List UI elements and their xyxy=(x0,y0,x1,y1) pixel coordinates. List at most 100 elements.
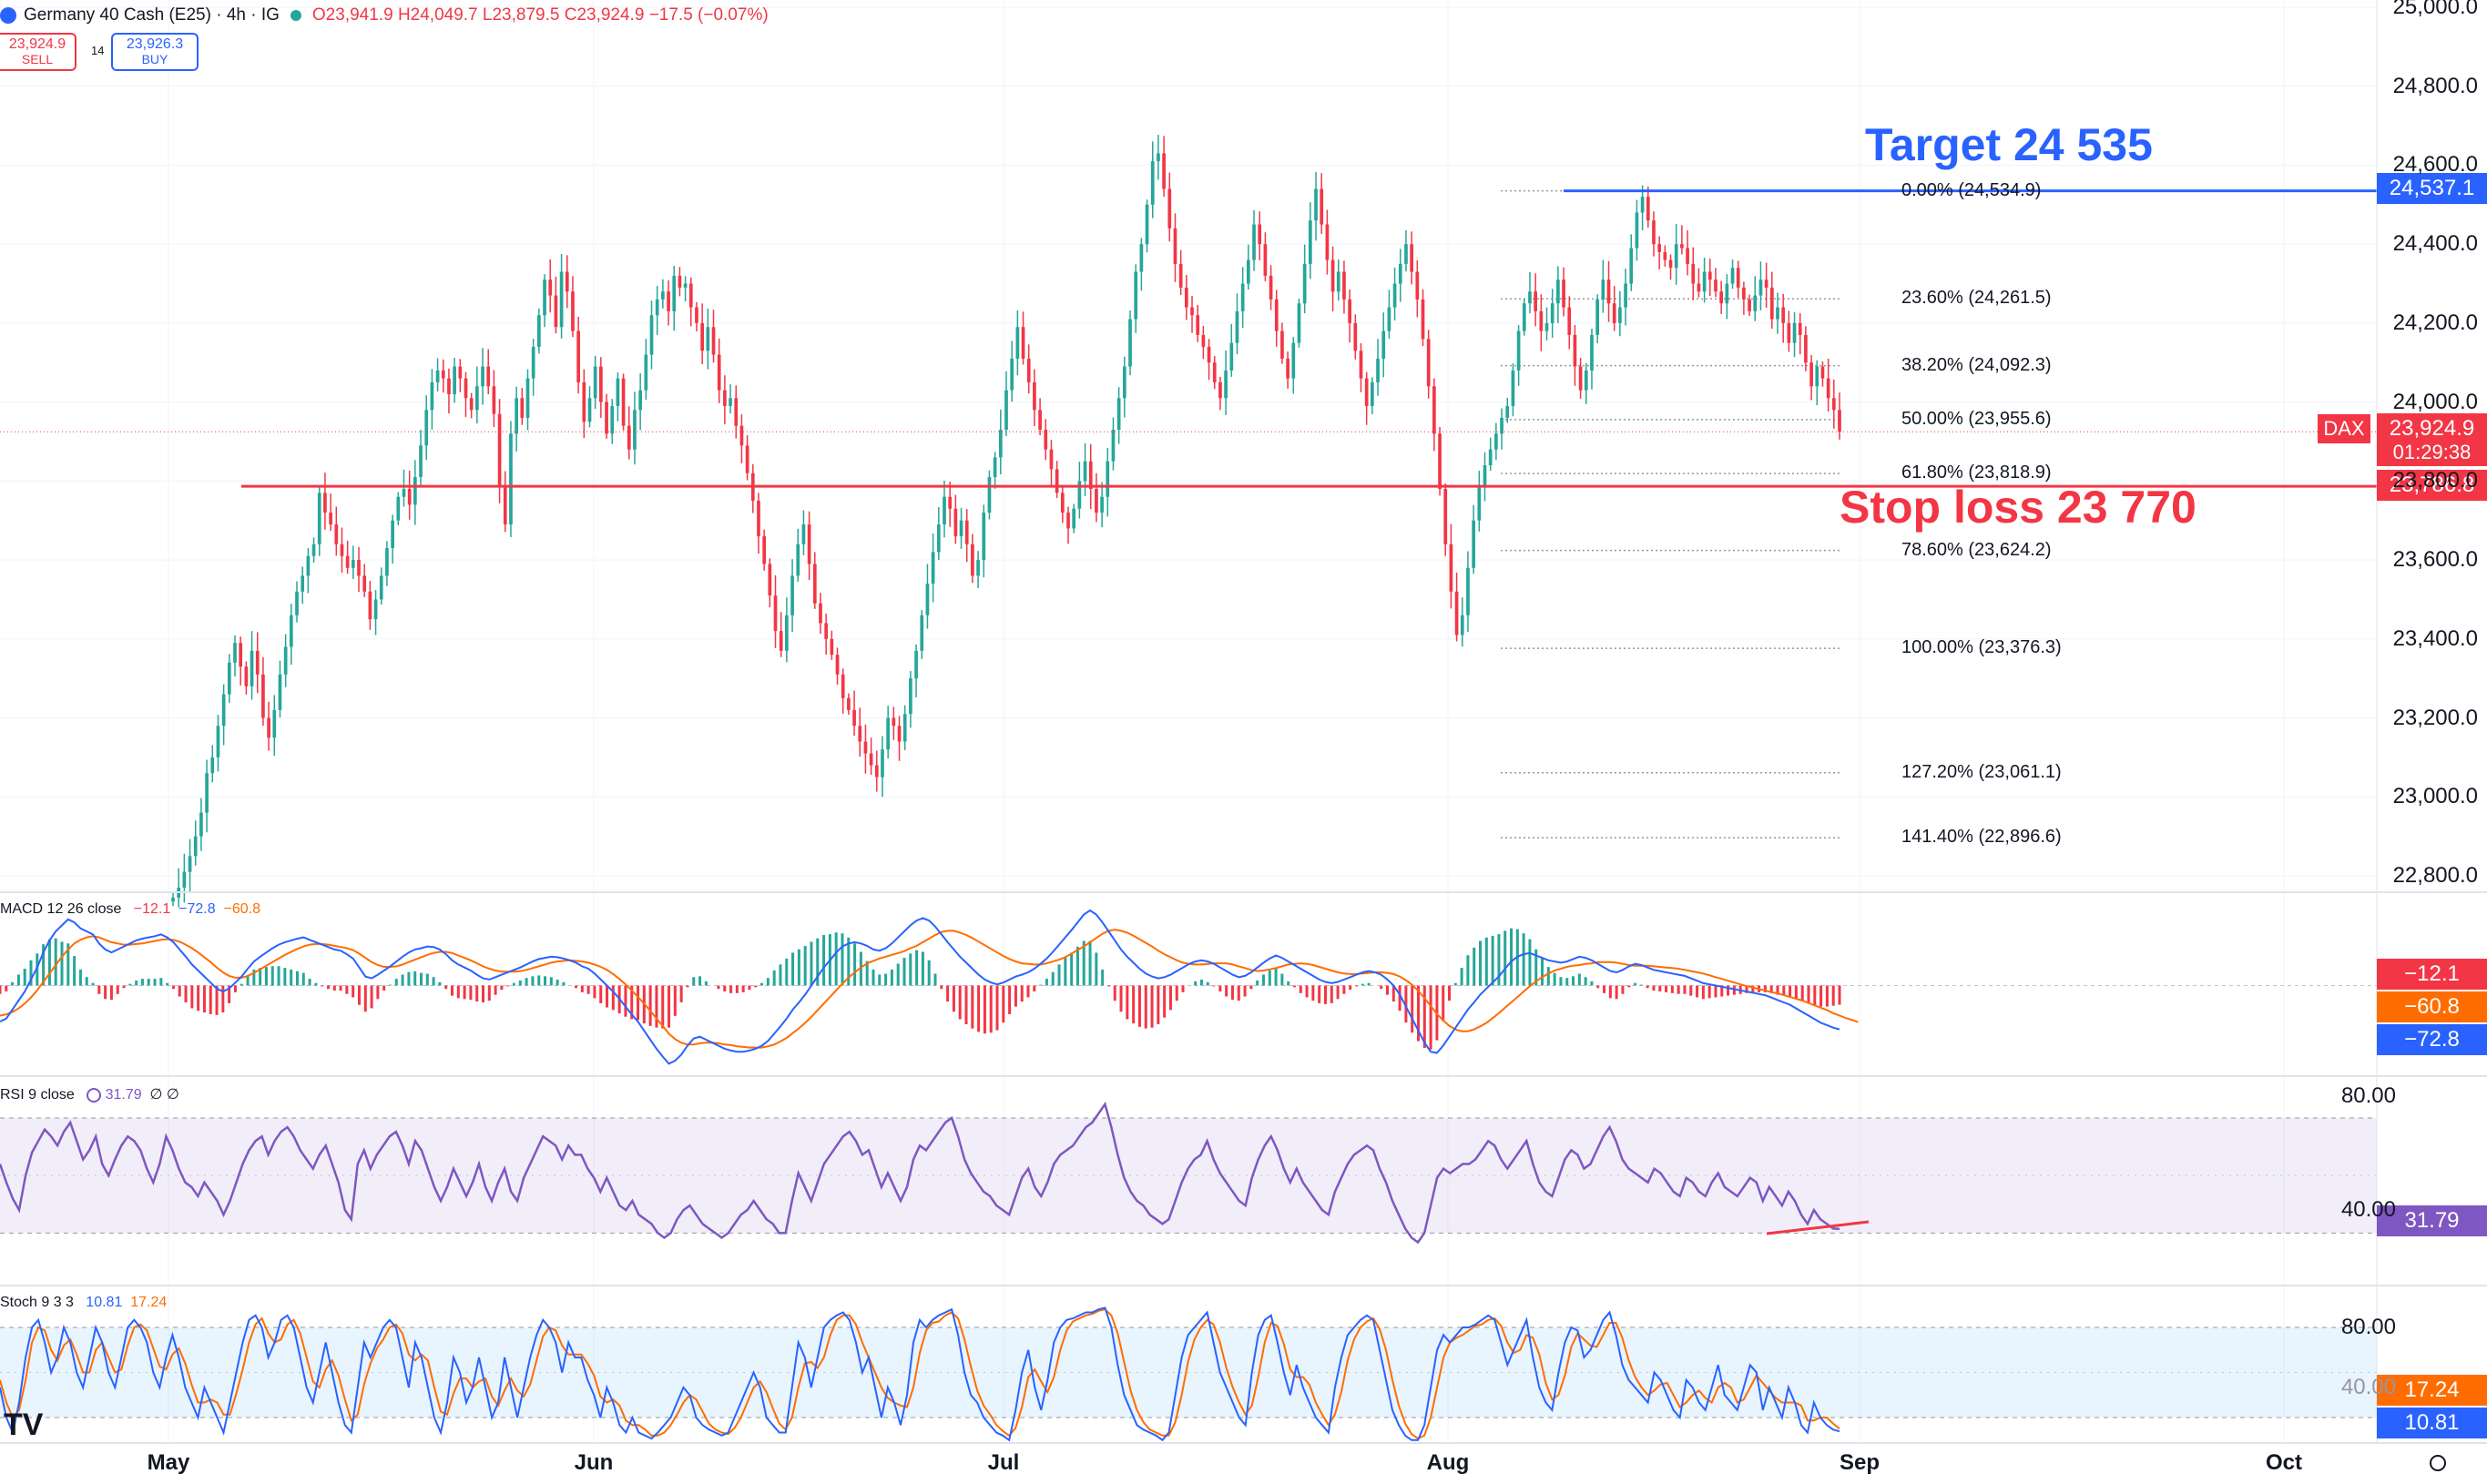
candle xyxy=(1196,304,1200,342)
candle xyxy=(1657,236,1662,269)
candle-body xyxy=(1184,287,1188,308)
buy-price: 23,926.3 xyxy=(126,36,184,52)
candle xyxy=(897,716,902,761)
target-annotation[interactable]: Target 24 535 xyxy=(1865,119,2153,170)
candle xyxy=(1077,462,1082,519)
rsi-legend[interactable]: RSI 9 close 31.79 ∅ ∅ xyxy=(0,1087,179,1103)
candle xyxy=(998,409,1003,474)
candle xyxy=(1207,339,1211,381)
candle xyxy=(757,493,760,554)
candle xyxy=(289,604,293,665)
candle xyxy=(593,355,597,409)
candle xyxy=(1624,269,1627,326)
candle xyxy=(1742,281,1746,315)
candle-body xyxy=(576,330,580,382)
candle-body xyxy=(1297,303,1301,343)
candle-body xyxy=(807,524,811,564)
candle-body xyxy=(1573,334,1577,367)
candle-body xyxy=(1584,370,1588,391)
candle xyxy=(1387,290,1391,340)
fib-level-label: 38.20% (24,092.3) xyxy=(1901,354,2052,375)
candle-body xyxy=(492,386,496,414)
candle-body xyxy=(779,631,783,651)
candle xyxy=(515,386,518,452)
settings-gear-icon[interactable] xyxy=(2430,1455,2446,1471)
candle xyxy=(379,567,383,605)
candle xyxy=(1404,230,1408,272)
candle xyxy=(1218,376,1222,411)
candle-body xyxy=(216,726,220,757)
candle xyxy=(1528,271,1532,314)
candle xyxy=(430,369,434,430)
candle xyxy=(1606,260,1611,322)
stop-price-tag: 23,786.8 xyxy=(2377,470,2487,501)
month-label: Jul xyxy=(987,1450,1020,1475)
candle xyxy=(621,373,626,431)
candle-body xyxy=(678,275,682,288)
candle xyxy=(1809,355,1813,401)
candle xyxy=(1466,551,1470,632)
rsi-axis-label: 40.00 xyxy=(2340,1197,2396,1223)
candle xyxy=(1612,286,1616,331)
candle-body xyxy=(1792,322,1797,343)
candle-body xyxy=(1263,244,1268,276)
candle xyxy=(869,737,873,775)
candle xyxy=(790,559,794,632)
candle-body xyxy=(1595,299,1600,335)
candle-body xyxy=(1381,330,1386,359)
buy-button[interactable]: 23,926.3 BUY xyxy=(111,33,199,71)
candle-body xyxy=(1426,339,1431,387)
candle xyxy=(250,631,254,700)
candle xyxy=(1590,328,1594,390)
candle-body xyxy=(948,496,953,509)
candle xyxy=(1562,267,1565,317)
candle-body xyxy=(413,477,417,505)
candle xyxy=(419,429,423,487)
candle-body xyxy=(323,493,327,513)
candle-body xyxy=(717,354,721,391)
candle-body xyxy=(301,575,305,592)
candle-body xyxy=(1404,244,1408,264)
stop-loss-annotation[interactable]: Stop loss 23 770 xyxy=(1840,482,2197,533)
interval[interactable]: 4h xyxy=(226,5,246,25)
candle xyxy=(835,647,840,686)
sell-button[interactable]: 23,924.9 SELL xyxy=(0,33,76,71)
candle xyxy=(188,839,192,892)
candle-body xyxy=(757,501,760,537)
candle xyxy=(368,581,372,630)
candle xyxy=(953,494,958,544)
candle-body xyxy=(1330,259,1335,292)
candle xyxy=(317,487,321,556)
candle xyxy=(1392,267,1397,320)
candle-body xyxy=(1466,567,1470,615)
symbol-name[interactable]: Germany 40 Cash (E25) xyxy=(24,5,211,25)
candle-body xyxy=(914,650,918,679)
candle-body xyxy=(1173,228,1177,264)
candle xyxy=(773,574,778,648)
candle xyxy=(272,695,277,757)
candle xyxy=(976,551,980,588)
price-axis-label: 23,000.0 xyxy=(2392,784,2478,809)
candle-body xyxy=(1398,263,1402,284)
month-label: Jun xyxy=(574,1450,614,1475)
candle-body xyxy=(1680,244,1684,249)
candle xyxy=(655,286,659,335)
candle xyxy=(1697,268,1701,298)
candle xyxy=(1212,355,1217,390)
candle-body xyxy=(1309,220,1312,264)
price-axis-label: 24,800.0 xyxy=(2392,73,2478,98)
candle-body xyxy=(1066,513,1070,529)
candle-body xyxy=(824,623,829,639)
candle xyxy=(1336,259,1340,301)
stoch-legend[interactable]: Stoch 9 3 3 10.81 17.24 xyxy=(0,1295,168,1310)
candle-body xyxy=(874,765,879,778)
candle-body xyxy=(587,398,592,422)
candle-body xyxy=(1353,322,1358,351)
candle-body xyxy=(1201,334,1206,347)
candle xyxy=(1601,259,1605,313)
macd-legend[interactable]: MACD 12 26 close −12.1 −72.8 −60.8 xyxy=(0,901,260,917)
candle-body xyxy=(1798,322,1802,335)
buy-label: BUY xyxy=(141,52,168,66)
candle-body xyxy=(497,413,502,485)
